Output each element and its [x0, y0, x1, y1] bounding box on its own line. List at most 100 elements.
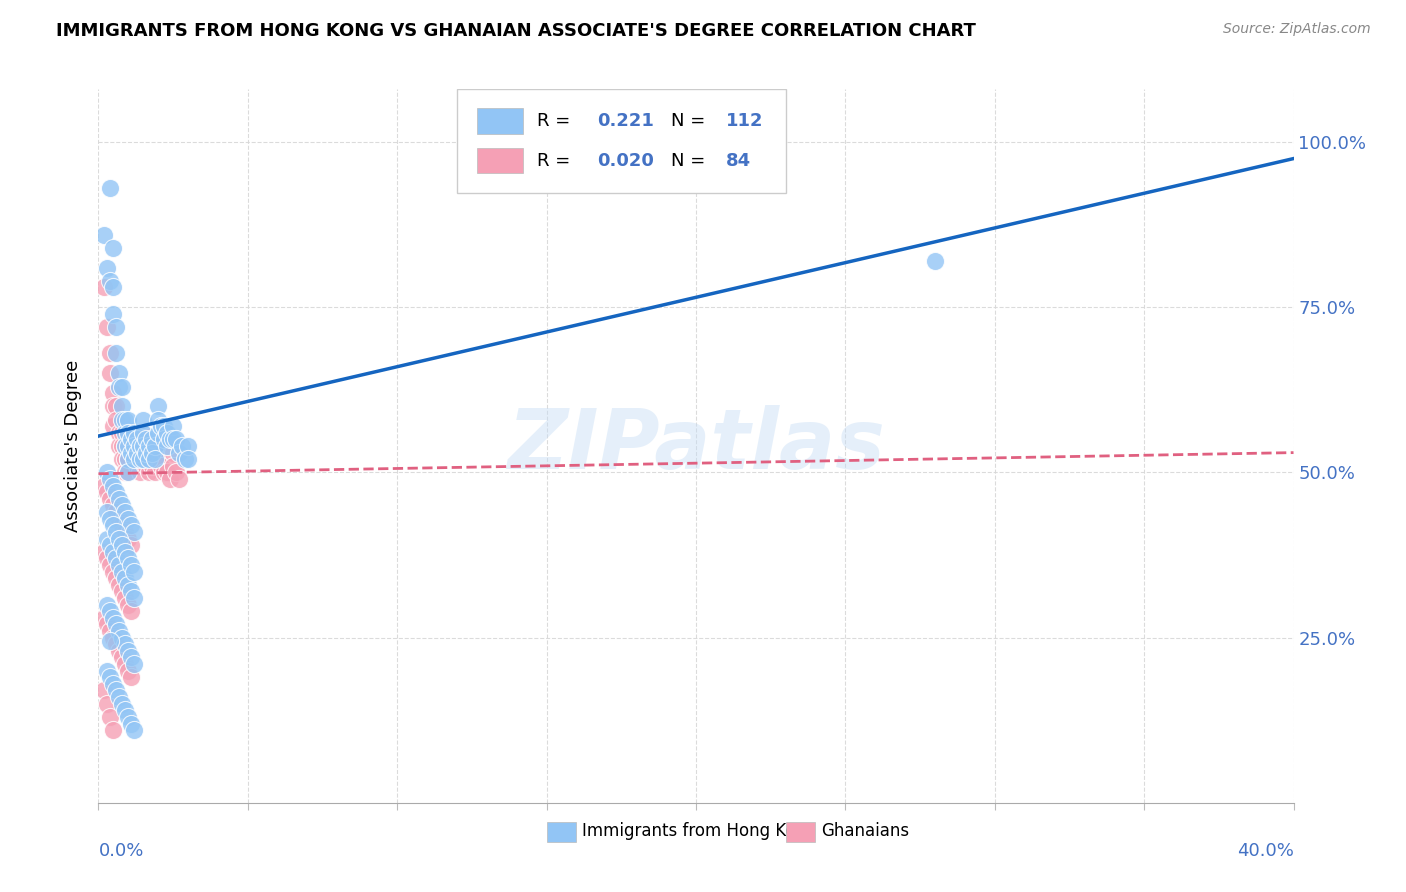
FancyBboxPatch shape [457, 89, 786, 193]
Point [93, 227, 115, 242]
Point [135, 445, 157, 459]
Point [96, 551, 118, 566]
Point [103, 478, 125, 492]
Point [132, 439, 155, 453]
Point [93, 280, 115, 294]
Point [93, 611, 115, 625]
Point [124, 565, 146, 579]
Point [111, 518, 134, 533]
Point [93, 545, 115, 559]
Point [114, 425, 136, 440]
Point [108, 511, 131, 525]
Point [127, 445, 149, 459]
Point [98, 511, 122, 525]
Point [172, 439, 194, 453]
Point [132, 452, 155, 467]
Point [111, 650, 134, 665]
Point [96, 617, 118, 632]
Point [105, 571, 128, 585]
Text: R =: R = [537, 112, 576, 130]
Point [120, 716, 142, 731]
Point [162, 458, 184, 473]
Point [117, 644, 139, 658]
Point [120, 445, 142, 459]
Point [111, 425, 134, 440]
Point [129, 466, 152, 480]
Point [111, 538, 134, 552]
Point [114, 439, 136, 453]
Point [114, 571, 136, 585]
FancyBboxPatch shape [547, 822, 576, 842]
Point [120, 670, 142, 684]
FancyBboxPatch shape [477, 148, 523, 173]
Point [108, 624, 131, 638]
Text: ZIPatlas: ZIPatlas [508, 406, 884, 486]
Point [117, 511, 139, 525]
Point [108, 379, 131, 393]
Point [124, 452, 146, 467]
Point [111, 379, 134, 393]
Point [124, 524, 146, 539]
Point [111, 400, 134, 414]
Point [132, 412, 155, 426]
Point [159, 472, 181, 486]
Point [117, 466, 139, 480]
Point [132, 452, 155, 467]
Point [103, 499, 125, 513]
Point [129, 452, 152, 467]
Point [98, 274, 122, 288]
Point [120, 558, 142, 572]
Point [105, 412, 128, 426]
Point [108, 425, 131, 440]
Point [117, 598, 139, 612]
Point [103, 518, 125, 533]
Point [132, 425, 155, 440]
FancyBboxPatch shape [786, 822, 815, 842]
Point [120, 538, 142, 552]
Point [98, 710, 122, 724]
Point [120, 584, 142, 599]
Point [103, 400, 125, 414]
Point [138, 452, 160, 467]
Point [117, 425, 139, 440]
Point [96, 532, 118, 546]
Point [114, 591, 136, 605]
Point [150, 419, 173, 434]
Point [98, 181, 122, 195]
Point [174, 452, 197, 467]
Point [148, 439, 170, 453]
Point [96, 260, 118, 275]
Point [105, 617, 128, 632]
Point [127, 458, 149, 473]
Point [114, 452, 136, 467]
Point [124, 452, 146, 467]
Point [114, 524, 136, 539]
Point [162, 419, 184, 434]
Point [138, 439, 160, 453]
Point [103, 677, 125, 691]
Point [114, 637, 136, 651]
Text: 0.0%: 0.0% [98, 842, 143, 860]
Point [105, 551, 128, 566]
Point [105, 400, 128, 414]
Point [111, 439, 134, 453]
Point [117, 425, 139, 440]
Point [138, 452, 160, 467]
Point [108, 491, 131, 506]
Point [124, 723, 146, 738]
Point [143, 452, 166, 467]
Point [93, 683, 115, 698]
Point [103, 631, 125, 645]
Point [153, 419, 176, 434]
Point [98, 670, 122, 684]
Point [98, 491, 122, 506]
Point [156, 439, 179, 453]
Point [98, 558, 122, 572]
Point [103, 545, 125, 559]
Point [105, 637, 128, 651]
Point [129, 439, 152, 453]
Point [132, 439, 155, 453]
Point [150, 458, 173, 473]
Point [96, 697, 118, 711]
Y-axis label: Associate's Degree: Associate's Degree [63, 359, 82, 533]
